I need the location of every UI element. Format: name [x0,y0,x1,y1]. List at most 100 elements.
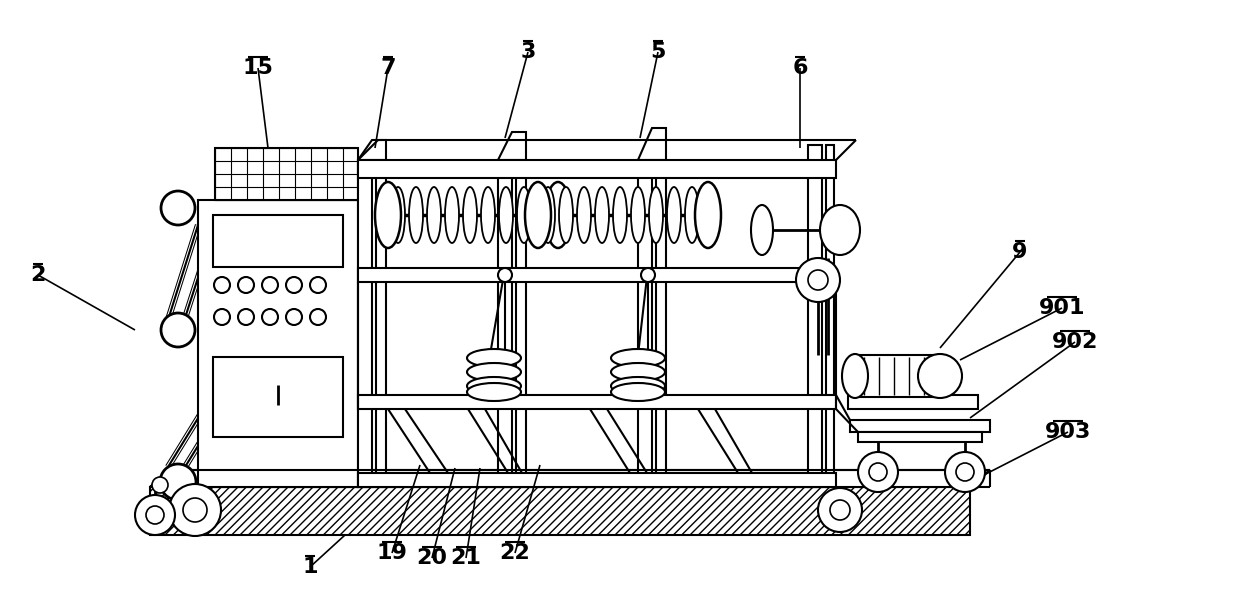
Ellipse shape [918,354,962,398]
Ellipse shape [498,187,513,243]
Ellipse shape [611,349,665,367]
Ellipse shape [649,187,663,243]
Bar [498,160,512,487]
Circle shape [858,452,898,492]
Text: 3: 3 [521,42,536,62]
Ellipse shape [427,187,441,243]
Text: 15: 15 [243,58,274,78]
Circle shape [238,309,254,325]
Circle shape [169,484,221,536]
Polygon shape [150,470,990,487]
Circle shape [215,277,229,293]
Circle shape [818,488,862,532]
Ellipse shape [409,187,423,243]
Circle shape [869,463,887,481]
Ellipse shape [595,187,609,243]
Text: 7: 7 [381,58,396,78]
Ellipse shape [611,383,665,401]
Text: 22: 22 [500,543,531,563]
Ellipse shape [631,187,645,243]
Bar [358,160,372,487]
Bar [213,215,343,267]
Bar [376,160,386,487]
Ellipse shape [820,205,861,255]
Circle shape [286,277,303,293]
Bar [808,145,822,487]
Ellipse shape [577,187,591,243]
Bar [150,487,970,535]
Ellipse shape [525,182,551,248]
Ellipse shape [613,187,627,243]
Circle shape [808,270,828,290]
Circle shape [956,463,973,481]
Circle shape [161,191,195,225]
Text: 19: 19 [377,543,408,563]
Bar [639,160,652,487]
Bar [516,160,526,487]
Ellipse shape [667,187,681,243]
Bar [848,395,978,409]
Bar [213,357,343,437]
Ellipse shape [374,182,401,248]
Bar [858,432,982,442]
Ellipse shape [467,349,521,367]
Polygon shape [639,128,666,160]
Text: 9: 9 [1012,242,1028,262]
Circle shape [796,258,839,302]
Circle shape [262,277,278,293]
Ellipse shape [391,187,405,243]
Text: 903: 903 [1045,422,1091,442]
Polygon shape [498,132,526,160]
Circle shape [215,309,229,325]
Circle shape [310,309,326,325]
Text: 901: 901 [1039,298,1085,318]
Circle shape [310,277,326,293]
Circle shape [184,498,207,522]
Ellipse shape [467,383,521,401]
Bar [856,355,940,397]
Ellipse shape [684,187,699,243]
Text: 5: 5 [650,42,666,62]
Circle shape [945,452,985,492]
Bar [358,473,836,487]
Ellipse shape [611,363,665,381]
Circle shape [238,277,254,293]
Circle shape [161,313,195,347]
Ellipse shape [445,187,459,243]
Circle shape [262,309,278,325]
Bar [358,268,836,282]
Ellipse shape [546,182,570,248]
Text: 2: 2 [30,265,46,285]
Polygon shape [215,148,358,200]
Circle shape [153,477,167,493]
Ellipse shape [611,377,665,395]
Ellipse shape [541,187,556,243]
Ellipse shape [467,363,521,381]
Circle shape [286,309,303,325]
Bar [198,200,358,487]
Ellipse shape [517,187,531,243]
Circle shape [135,495,175,535]
Text: 902: 902 [1052,332,1099,352]
Bar [358,395,836,409]
Text: 20: 20 [417,548,448,568]
Ellipse shape [694,182,720,248]
Ellipse shape [534,187,549,243]
Circle shape [641,268,655,282]
Circle shape [146,506,164,524]
Text: 1: 1 [303,557,317,577]
Circle shape [830,500,849,520]
Bar [656,160,666,487]
Circle shape [498,268,512,282]
Ellipse shape [842,354,868,398]
Bar [358,160,836,178]
Ellipse shape [481,187,495,243]
Circle shape [160,464,196,500]
Text: 21: 21 [450,548,481,568]
Bar [826,145,835,487]
Ellipse shape [559,187,573,243]
Polygon shape [358,140,386,160]
Bar [849,420,990,432]
Ellipse shape [467,377,521,395]
Text: 6: 6 [792,58,807,78]
